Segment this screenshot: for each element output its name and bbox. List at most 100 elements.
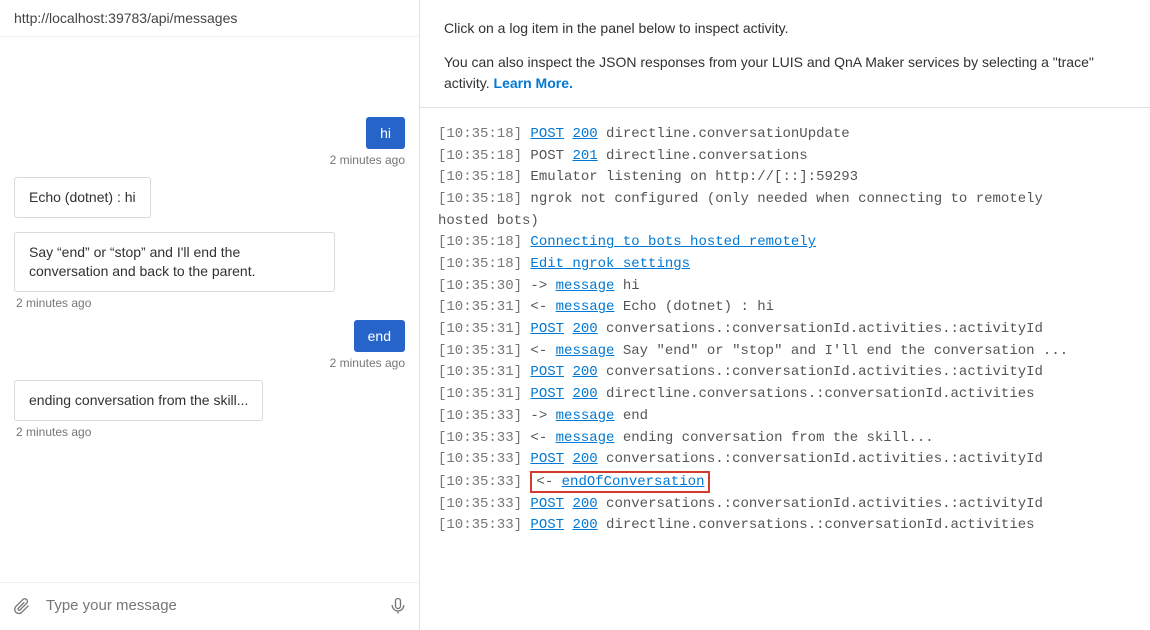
log-link[interactable]: POST	[530, 451, 564, 467]
log-text: <-	[530, 430, 555, 446]
log-line[interactable]: [10:35:33] POST 200 directline.conversat…	[438, 515, 1132, 537]
log-line[interactable]: [10:35:18] Edit ngrok settings	[438, 254, 1132, 276]
log-link[interactable]: message	[556, 430, 615, 446]
log-timestamp: [10:35:18]	[438, 256, 522, 272]
log-text: ->	[530, 278, 555, 294]
bot-bubble[interactable]: Echo (dotnet) : hi	[14, 177, 151, 218]
log-text: end	[614, 408, 648, 424]
log-link[interactable]: message	[556, 408, 615, 424]
log-text: Say "end" or "stop" and I'll end the con…	[614, 343, 1068, 359]
chat-message: ending conversation from the skill... 2 m…	[14, 380, 405, 439]
hint-line-1: Click on a log item in the panel below t…	[444, 18, 1126, 38]
log-timestamp: [10:35:31]	[438, 364, 522, 380]
timestamp: 2 minutes ago	[14, 153, 405, 167]
log-list[interactable]: [10:35:18] POST 200 directline.conversat…	[420, 108, 1150, 630]
log-timestamp: [10:35:31]	[438, 343, 522, 359]
log-line[interactable]: [10:35:33] <- endOfConversation	[438, 471, 1132, 494]
chat-pane: http://localhost:39783/api/messages hi 2 …	[0, 0, 420, 630]
log-text: hosted bots)	[438, 213, 539, 229]
log-text: ngrok not configured (only needed when c…	[530, 191, 1042, 207]
log-line[interactable]: [10:35:31] POST 200 conversations.:conve…	[438, 319, 1132, 341]
log-line[interactable]: [10:35:33] POST 200 conversations.:conve…	[438, 494, 1132, 516]
chat-message: end 2 minutes ago	[14, 320, 405, 370]
log-line[interactable]: [10:35:31] POST 200 directline.conversat…	[438, 384, 1132, 406]
log-line[interactable]: [10:35:33] <- message ending conversatio…	[438, 428, 1132, 450]
log-line[interactable]: hosted bots)	[438, 211, 1132, 233]
log-timestamp: [10:35:18]	[438, 148, 522, 164]
log-link[interactable]: 200	[572, 386, 597, 402]
log-line[interactable]: [10:35:18] POST 201 directline.conversat…	[438, 146, 1132, 168]
chat-scroll[interactable]: hi 2 minutes ago Echo (dotnet) : hi Say “en…	[0, 37, 419, 582]
log-timestamp: [10:35:33]	[438, 517, 522, 533]
log-link[interactable]: POST	[530, 517, 564, 533]
log-link[interactable]: Edit ngrok settings	[530, 256, 690, 272]
chat-message: Say “end” or “stop” and I'll end the con…	[14, 232, 405, 310]
log-link[interactable]: 200	[572, 517, 597, 533]
log-link[interactable]: 201	[572, 148, 597, 164]
log-timestamp: [10:35:33]	[438, 408, 522, 424]
log-line[interactable]: [10:35:18] ngrok not configured (only ne…	[438, 189, 1132, 211]
log-text: Emulator listening on http://[::]:59293	[530, 169, 858, 185]
bot-bubble[interactable]: ending conversation from the skill...	[14, 380, 263, 421]
log-line[interactable]: [10:35:18] Emulator listening on http://…	[438, 167, 1132, 189]
log-link[interactable]: endOfConversation	[562, 474, 705, 490]
log-timestamp: [10:35:30]	[438, 278, 522, 294]
log-text: conversations.:conversationId.activities…	[598, 496, 1043, 512]
message-input[interactable]	[42, 591, 377, 620]
log-timestamp: [10:35:18]	[438, 191, 522, 207]
log-link[interactable]: message	[556, 343, 615, 359]
log-line[interactable]: [10:35:33] POST 200 conversations.:conve…	[438, 449, 1132, 471]
log-link[interactable]: 200	[572, 126, 597, 142]
log-timestamp: [10:35:18]	[438, 169, 522, 185]
log-text: Echo (dotnet) : hi	[614, 299, 774, 315]
compose-row	[0, 582, 419, 630]
log-link[interactable]: message	[556, 278, 615, 294]
log-link[interactable]: 200	[572, 451, 597, 467]
log-text: <-	[530, 299, 555, 315]
log-line[interactable]: [10:35:31] <- message Say "end" or "stop…	[438, 341, 1132, 363]
log-timestamp: [10:35:31]	[438, 321, 522, 337]
log-text: <-	[530, 343, 555, 359]
log-link[interactable]: Connecting to bots hosted remotely	[530, 234, 816, 250]
endpoint-url: http://localhost:39783/api/messages	[0, 0, 419, 37]
bot-bubble[interactable]: Say “end” or “stop” and I'll end the con…	[14, 232, 335, 292]
log-line[interactable]: [10:35:33] -> message end	[438, 406, 1132, 428]
log-line[interactable]: [10:35:18] Connecting to bots hosted rem…	[438, 232, 1132, 254]
log-timestamp: [10:35:18]	[438, 234, 522, 250]
log-text: POST	[530, 148, 572, 164]
timestamp: 2 minutes ago	[14, 425, 405, 439]
log-text: directline.conversationUpdate	[598, 126, 850, 142]
log-text: directline.conversations.:conversationId…	[598, 386, 1035, 402]
log-link[interactable]: message	[556, 299, 615, 315]
log-line[interactable]: [10:35:18] POST 200 directline.conversat…	[438, 124, 1132, 146]
attach-icon[interactable]	[10, 595, 32, 617]
user-bubble[interactable]: end	[354, 320, 405, 352]
log-link[interactable]: 200	[572, 496, 597, 512]
log-text: conversations.:conversationId.activities…	[598, 321, 1043, 337]
mic-icon[interactable]	[387, 595, 409, 617]
log-text: conversations.:conversationId.activities…	[598, 451, 1043, 467]
inspector-hint: Click on a log item in the panel below t…	[420, 0, 1150, 108]
log-text: hi	[614, 278, 639, 294]
log-link[interactable]: POST	[530, 321, 564, 337]
log-link[interactable]: POST	[530, 496, 564, 512]
log-link[interactable]: 200	[572, 321, 597, 337]
chat-message: hi 2 minutes ago	[14, 117, 405, 167]
log-link[interactable]: 200	[572, 364, 597, 380]
log-link[interactable]: POST	[530, 126, 564, 142]
log-text: <-	[536, 474, 561, 490]
user-bubble[interactable]: hi	[366, 117, 405, 149]
log-link[interactable]: POST	[530, 364, 564, 380]
log-text: conversations.:conversationId.activities…	[598, 364, 1043, 380]
log-link[interactable]: POST	[530, 386, 564, 402]
timestamp: 2 minutes ago	[14, 356, 405, 370]
chat-message: Echo (dotnet) : hi	[14, 177, 405, 226]
timestamp: 2 minutes ago	[14, 296, 405, 310]
log-line[interactable]: [10:35:31] <- message Echo (dotnet) : hi	[438, 297, 1132, 319]
learn-more-link[interactable]: Learn More.	[494, 75, 573, 91]
log-line[interactable]: [10:35:30] -> message hi	[438, 276, 1132, 298]
log-timestamp: [10:35:18]	[438, 126, 522, 142]
log-text: ->	[530, 408, 555, 424]
log-line[interactable]: [10:35:31] POST 200 conversations.:conve…	[438, 362, 1132, 384]
log-timestamp: [10:35:31]	[438, 299, 522, 315]
